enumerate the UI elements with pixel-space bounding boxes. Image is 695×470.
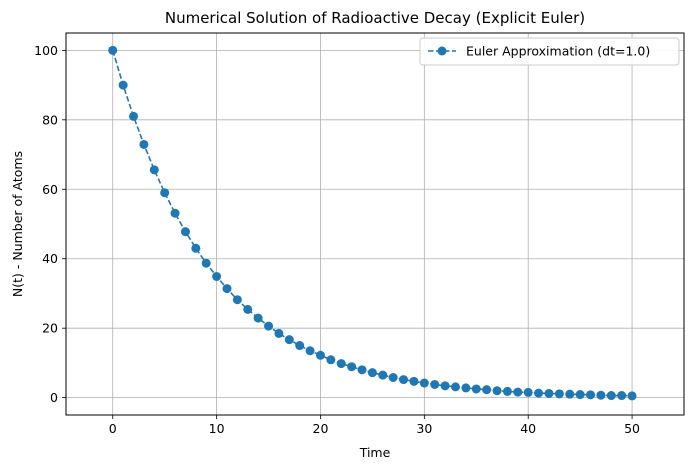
data-point bbox=[170, 208, 180, 218]
data-point bbox=[357, 365, 367, 375]
x-tick-label: 10 bbox=[209, 421, 225, 436]
y-tick-label: 60 bbox=[42, 182, 58, 197]
y-tick-label: 80 bbox=[42, 112, 58, 127]
legend-entry-label: Euler Approximation (dt=1.0) bbox=[466, 44, 650, 59]
data-point bbox=[108, 45, 118, 55]
data-point bbox=[419, 378, 429, 388]
data-point bbox=[264, 321, 274, 331]
legend-marker-swatch bbox=[437, 46, 447, 56]
x-tick-label: 20 bbox=[313, 421, 329, 436]
data-point bbox=[180, 227, 190, 237]
data-point bbox=[596, 390, 606, 400]
data-point bbox=[201, 258, 211, 268]
data-point bbox=[129, 111, 139, 121]
data-point bbox=[243, 304, 253, 314]
x-tick-label: 0 bbox=[109, 421, 117, 436]
data-point bbox=[274, 328, 284, 338]
data-point bbox=[430, 379, 440, 389]
series bbox=[108, 45, 637, 401]
data-point bbox=[160, 188, 170, 198]
data-point bbox=[315, 350, 325, 360]
data-point bbox=[461, 383, 471, 393]
data-point bbox=[575, 390, 585, 400]
data-point bbox=[482, 385, 492, 395]
data-point bbox=[409, 376, 419, 386]
data-point bbox=[450, 382, 460, 392]
data-point bbox=[388, 372, 398, 382]
plot-area-frame bbox=[65, 32, 685, 416]
data-point bbox=[336, 359, 346, 369]
data-point bbox=[232, 295, 242, 305]
y-tick-label: 40 bbox=[42, 251, 58, 266]
axis-ticks: 0 10 20 30 40 50 0 20 40 60 80 100 bbox=[34, 43, 640, 436]
data-point bbox=[347, 362, 357, 372]
data-point bbox=[284, 335, 294, 345]
data-point bbox=[523, 387, 533, 397]
data-point bbox=[222, 284, 232, 294]
data-point bbox=[139, 139, 149, 149]
data-point bbox=[554, 389, 564, 399]
data-point bbox=[399, 375, 409, 385]
y-tick-label: 20 bbox=[42, 321, 58, 336]
data-point bbox=[305, 346, 315, 356]
data-point bbox=[253, 313, 263, 323]
data-point bbox=[149, 165, 159, 175]
data-point bbox=[191, 243, 201, 253]
data-point bbox=[606, 391, 616, 401]
data-point bbox=[326, 355, 336, 365]
data-point bbox=[367, 368, 377, 378]
y-tick-label: 100 bbox=[34, 43, 58, 58]
x-tick-label: 40 bbox=[520, 421, 536, 436]
y-tick-label: 0 bbox=[50, 390, 58, 405]
data-point bbox=[627, 391, 637, 401]
data-point bbox=[544, 388, 554, 398]
legend-box bbox=[419, 37, 680, 66]
chart-title: Numerical Solution of Radioactive Decay … bbox=[165, 9, 585, 27]
data-point bbox=[586, 390, 596, 400]
data-point bbox=[378, 370, 388, 380]
data-point bbox=[212, 271, 222, 281]
grid bbox=[66, 33, 684, 415]
data-point bbox=[440, 381, 450, 391]
data-point bbox=[492, 386, 502, 396]
legend: Euler Approximation (dt=1.0) bbox=[419, 37, 680, 66]
data-point bbox=[471, 384, 481, 394]
x-tick-label: 50 bbox=[624, 421, 640, 436]
data-point bbox=[534, 388, 544, 398]
y-axis-label: N(t) - Number of Atoms bbox=[10, 151, 25, 297]
data-point bbox=[502, 386, 512, 396]
data-point bbox=[513, 387, 523, 397]
data-point bbox=[118, 80, 128, 90]
x-tick-label: 30 bbox=[416, 421, 432, 436]
data-point bbox=[295, 341, 305, 351]
data-point bbox=[565, 389, 575, 399]
data-point bbox=[617, 391, 627, 401]
x-axis-label: Time bbox=[359, 445, 391, 460]
